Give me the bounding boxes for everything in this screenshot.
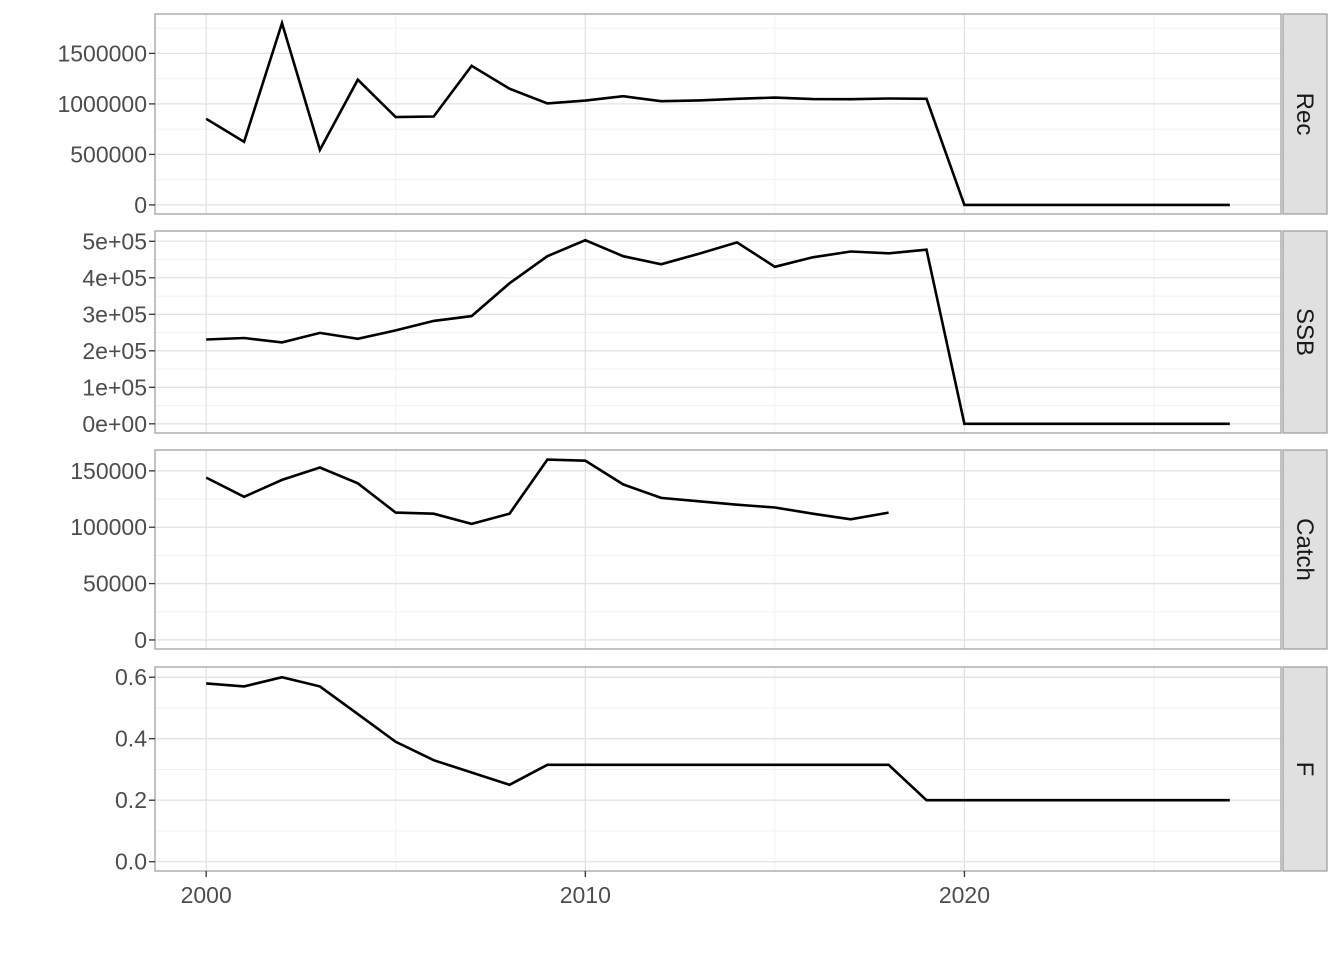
y-tick-label: 5e+05 <box>82 228 147 254</box>
x-tick-label: 2010 <box>560 882 611 908</box>
y-tick-label: 50000 <box>83 571 147 597</box>
x-tick-label: 2020 <box>939 882 990 908</box>
x-tick-label: 2000 <box>181 882 232 908</box>
y-tick-label: 0e+00 <box>82 411 147 437</box>
y-tick-label: 2e+05 <box>82 338 147 364</box>
facet-strip <box>1282 666 1328 872</box>
y-tick-label: 0.2 <box>115 787 147 813</box>
f-series-line <box>206 675 1230 802</box>
y-tick-label: 0.6 <box>115 664 147 690</box>
y-tick-label: 1500000 <box>57 40 147 66</box>
y-tick-label: 0.0 <box>115 849 147 875</box>
y-tick-label: 3e+05 <box>82 301 147 327</box>
panel-catch: 0 50000 100000 150000 Catch <box>70 449 1328 653</box>
y-tick-label: 1000000 <box>57 91 147 117</box>
y-tick-label: 100000 <box>70 514 147 540</box>
facet-strip <box>1282 13 1328 215</box>
ssb-series-line <box>206 238 1230 426</box>
panel-f: 0.0 0.2 0.4 0.6 F <box>115 664 1328 875</box>
facet-strip-label-ssb: SSB <box>1291 308 1318 356</box>
y-tick-label: 1e+05 <box>82 374 147 400</box>
panel-border <box>154 230 1282 434</box>
panel-background <box>155 14 1281 214</box>
rec-series-line <box>205 18 1230 207</box>
panel-border <box>154 13 1282 215</box>
facet-strip <box>1282 449 1328 650</box>
panel-ssb: 0e+00 1e+05 2e+05 3e+05 4e+05 5e+05 SSB <box>82 228 1328 437</box>
panel-border <box>154 666 1282 872</box>
y-tick-label: 0 <box>134 627 147 653</box>
panel-rec: 0 500000 1000000 1500000 Rec <box>57 13 1328 218</box>
panel-border <box>154 449 1282 650</box>
y-tick-label: 0 <box>134 192 147 218</box>
panel-background <box>155 450 1281 649</box>
facet-strip <box>1282 230 1328 434</box>
catch-series-line <box>205 458 889 526</box>
x-axis: 2000 2010 2020 <box>181 871 990 908</box>
y-tick-label: 150000 <box>70 458 147 484</box>
y-tick-label: 500000 <box>70 141 147 167</box>
facet-strip-label-f: F <box>1291 762 1318 777</box>
y-tick-label: 0.4 <box>115 726 147 752</box>
panel-background <box>155 231 1281 433</box>
facet-strip-label-rec: Rec <box>1291 93 1318 136</box>
y-tick-label: 4e+05 <box>82 265 147 291</box>
panel-background <box>155 667 1281 871</box>
facet-strip-label-catch: Catch <box>1291 518 1318 581</box>
